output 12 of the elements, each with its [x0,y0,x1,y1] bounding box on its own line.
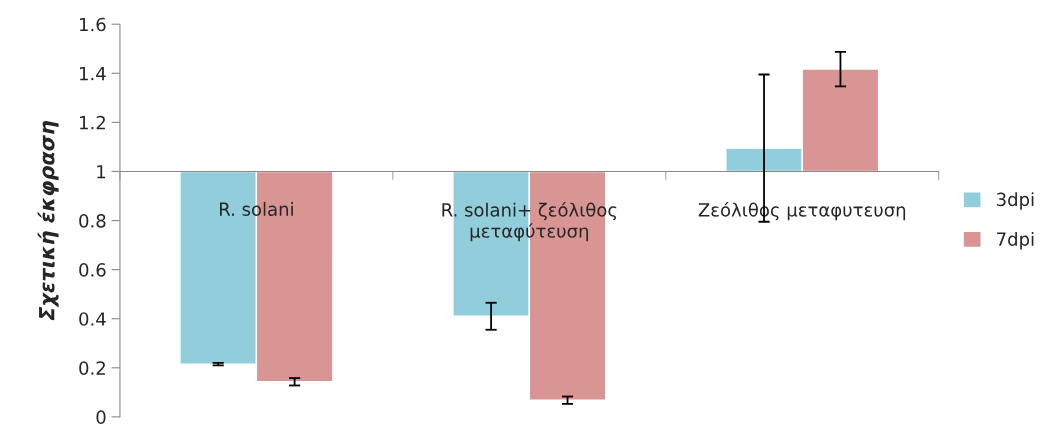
y-tick-label: 0.4 [79,312,106,326]
y-tick-label: 1.2 [80,115,105,130]
y-axis-title: Σχετική έκφραση [37,121,59,321]
y-tick-label: 1.4 [80,66,106,81]
y-tick-label: 1.6 [80,17,106,32]
y-tick-label: 0.8 [79,214,106,228]
y-tick-label: 1 [97,165,106,179]
legend-label: 3dpi [997,192,1034,210]
y-tick-label: 0.2 [79,361,105,375]
y-tick-label: 0.6 [79,263,106,277]
legend-label: 7dpi [997,231,1034,250]
y-tick-label: 0 [96,410,106,424]
